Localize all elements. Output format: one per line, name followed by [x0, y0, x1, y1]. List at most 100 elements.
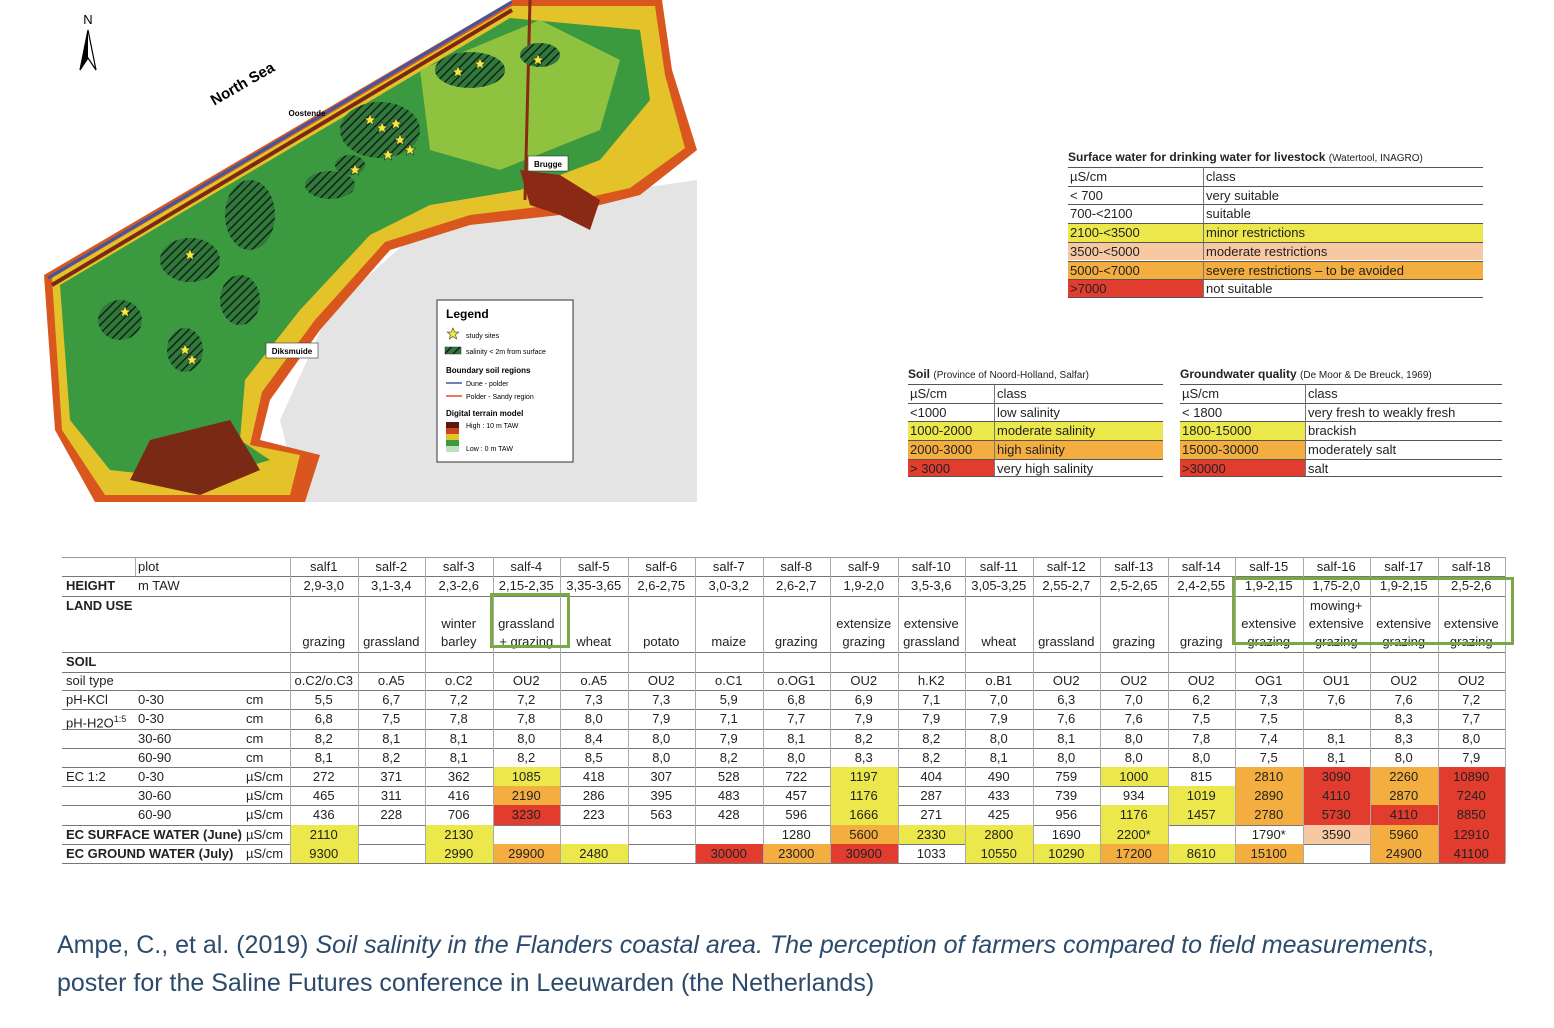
table-cell: 8,0	[584, 711, 603, 726]
table-cell: 7,1	[922, 692, 941, 707]
table-cell: 1,9-2,15	[1379, 578, 1428, 593]
table-cell: 8,0	[1057, 750, 1076, 765]
table-cell: 1176	[1100, 805, 1168, 825]
table-header-cell: class	[994, 384, 1163, 403]
table-cell: 722	[785, 769, 808, 784]
table-cell: salf-5	[577, 559, 610, 574]
legend-text: High : 10 m TAW	[466, 423, 519, 430]
table-cell: 1000	[1100, 767, 1168, 786]
column-rule	[425, 557, 426, 863]
legend-text: salinity < 2m from surface	[466, 349, 546, 356]
table-cell: 465	[312, 788, 335, 803]
legend-swatch	[446, 446, 459, 452]
table-cell: 8,3	[854, 750, 873, 765]
legend-title: Legend	[446, 307, 489, 321]
row-sublabel: m TAW	[138, 578, 180, 593]
table-cell: 8,1	[1327, 731, 1346, 746]
brugge-hill	[520, 170, 600, 230]
table-cell: 934	[1122, 788, 1145, 803]
table-cell: 7,3	[584, 692, 603, 707]
legend-box	[436, 299, 574, 463]
table-cell: 8,2	[382, 750, 401, 765]
row-unit: µS/cm	[246, 807, 284, 822]
table-header-cell: µS/cm	[908, 384, 994, 403]
table-cell: 12910	[1437, 825, 1505, 844]
table-cell: moderately salt	[1305, 440, 1502, 459]
table-cell: 3,05-3,25	[971, 578, 1027, 593]
table-cell: 3,5-3,6	[911, 578, 952, 593]
table-cell	[358, 825, 426, 844]
row-label-text: EC GROUND WATER (July)	[66, 846, 234, 861]
table-cell: 2110	[290, 825, 358, 844]
row-label-text: pH-H2O	[66, 715, 114, 731]
title-source: (Watertool, INAGRO)	[1328, 153, 1423, 164]
table-cell: 2,15-2,35	[498, 578, 554, 593]
table-cell: 5,5	[314, 692, 333, 707]
table-cell: 8,0	[1124, 731, 1143, 746]
table-cell: 311	[380, 788, 402, 803]
table-cell: 8,1	[989, 750, 1008, 765]
table-cell: <1000	[908, 402, 994, 422]
table-cell: 10550	[965, 844, 1033, 863]
table-cell: 2,4-2,55	[1177, 578, 1226, 593]
title-text: Soil	[908, 367, 931, 381]
table-cell: 272	[312, 769, 335, 784]
north-arrow-half	[80, 30, 88, 70]
table-cell	[1168, 825, 1236, 844]
legend-swatch	[446, 434, 459, 440]
table-cell: 7,0	[1124, 692, 1143, 707]
table-cell: 7,3	[652, 692, 671, 707]
table-cell: 30000	[695, 844, 763, 863]
table-cell: 8,5	[584, 750, 603, 765]
table-cell: salf-8	[780, 559, 813, 574]
town-label: Brugge	[534, 160, 563, 169]
row-rule	[62, 805, 1505, 806]
table-cell: OG1	[1255, 673, 1283, 688]
table-cell: 395	[650, 788, 673, 803]
table-cell	[493, 825, 561, 844]
table-cell: 5600	[830, 825, 898, 844]
table-cell: 8,0	[787, 750, 806, 765]
table-cell: 10290	[1032, 844, 1100, 863]
table-cell: 3230	[492, 805, 560, 825]
table-cell: 5960	[1370, 825, 1438, 844]
table-cell: 2480	[560, 844, 628, 863]
table-cell: salf-17	[1384, 559, 1424, 574]
table-cell: 700-<2100	[1068, 204, 1203, 223]
table-cell: 1800-15000	[1180, 421, 1305, 441]
column-rule	[1032, 557, 1034, 863]
table-cell: 8,1	[449, 731, 468, 746]
row-sublabel: 60-90	[138, 750, 172, 765]
table-cell: extensive grazing	[1443, 616, 1499, 649]
column-rule	[357, 557, 359, 863]
row-rule	[62, 576, 1505, 577]
table-cell: 2800	[965, 825, 1033, 844]
column-rule	[965, 557, 966, 863]
table-cell: 1,9-2,0	[843, 578, 884, 593]
table-header-cell: class	[1203, 167, 1483, 186]
table-cell: 2260	[1370, 767, 1438, 786]
column-rule	[830, 557, 831, 863]
row-unit: cm	[246, 750, 264, 765]
row-label: pH-H2O1:5	[66, 709, 126, 731]
table-cell: 1,75-2,0	[1312, 578, 1361, 593]
table-cell: 7,3	[1259, 692, 1278, 707]
row-label: pH-KCl	[66, 690, 108, 709]
table-cell: 10890	[1437, 767, 1505, 786]
table-cell: severe restrictions – to be avoided	[1203, 260, 1483, 280]
table-cell: > 3000	[908, 458, 994, 478]
town-label: Diksmuide	[272, 347, 313, 356]
table-cell: 3,35-3,65	[566, 578, 622, 593]
table-cell: 8,3	[1394, 711, 1413, 726]
table-cell: 3,0-3,2	[708, 578, 749, 593]
table-cell: mowing+ extensive grazing	[1308, 598, 1364, 649]
table-cell: 23000	[762, 844, 830, 863]
table-cell: o.C1	[715, 673, 743, 688]
table-header-cell: µS/cm	[1068, 167, 1203, 186]
row-label: EC SURFACE WATER (June)	[66, 825, 242, 844]
citation: Ampe, C., et al. (2019) Soil salinity in…	[57, 926, 1477, 1002]
table-cell: salf-12	[1046, 559, 1086, 574]
table-cell: o.C2	[445, 673, 473, 688]
table-cell: 7,8	[517, 711, 536, 726]
table-cell	[628, 844, 696, 863]
